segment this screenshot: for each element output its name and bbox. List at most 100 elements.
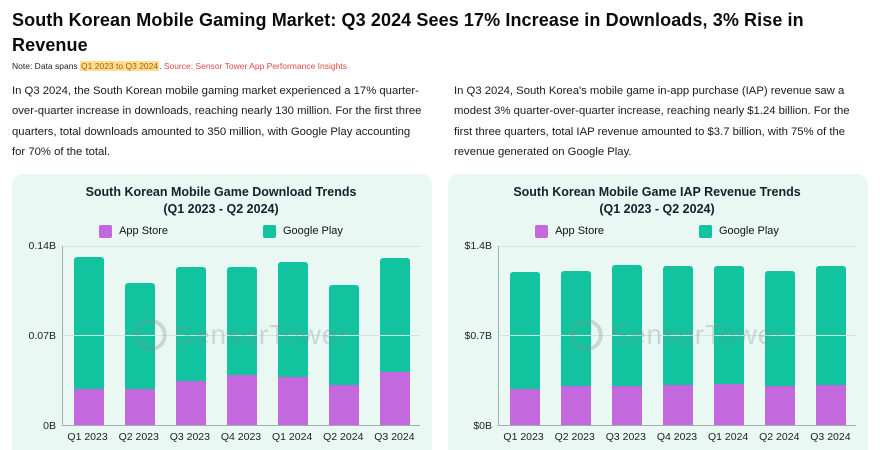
revenue-x-axis: Q1 2023 Q2 2023 Q3 2023 Q4 2023 Q1 2024 Q2 20… (498, 426, 856, 443)
note-separator: . (159, 61, 164, 72)
chart-title-line1: South Korean Mobile Game IAP Revenue Tre… (513, 184, 801, 199)
x-tick-label: Q4 2023 (656, 430, 698, 443)
bar-q3-2024 (805, 246, 856, 425)
y-tick: 0.07B (28, 329, 56, 342)
download-trends-card: South Korean Mobile Game Download Trends… (12, 173, 432, 450)
x-tick-label: Q2 2024 (323, 430, 364, 443)
revenue-trends-card: South Korean Mobile Game IAP Revenue Tre… (448, 173, 868, 450)
bar-q4-2023 (652, 246, 703, 425)
page-title: South Korean Mobile Gaming Market: Q3 20… (12, 10, 804, 56)
chart-title-line2: (Q1 2023 - Q2 2024) (599, 201, 715, 216)
bar-segment-google-play (764, 271, 795, 387)
bar-segment-app-store (611, 386, 642, 425)
download-plot-wrap: 0.14B 0.07B 0B SensorTower (22, 240, 420, 432)
bar-segment-app-store (175, 381, 206, 425)
legend-label: App Store (119, 225, 168, 237)
y-tick: 0B (43, 419, 56, 432)
bar-q3-2023 (165, 246, 216, 425)
bar-segment-app-store (226, 374, 257, 425)
legend-item-google-play: Google Play (262, 224, 343, 238)
revenue-chart-title: South Korean Mobile Game IAP Revenue Tre… (458, 184, 856, 218)
bar-q3-2024 (369, 246, 420, 425)
download-chart-title: South Korean Mobile Game Download Trends… (22, 184, 420, 218)
gridline (63, 335, 420, 336)
bar-q1-2023 (63, 246, 114, 425)
bar-segment-google-play (175, 267, 206, 381)
x-tick-label: Q2 2024 (759, 430, 800, 443)
revenue-trends-plot: SensorTower (498, 245, 856, 426)
bar-segment-google-play (277, 262, 308, 378)
bar-segment-google-play (509, 272, 540, 389)
bar-segment-google-play (815, 266, 846, 385)
bar-segment-app-store (328, 384, 359, 425)
bar-segment-google-play (379, 258, 410, 373)
y-tick: 0.14B (28, 239, 56, 252)
download-trends-plot: SensorTower (62, 245, 420, 426)
legend-item-app-store: App Store (535, 224, 604, 238)
x-tick-label: Q3 2024 (810, 430, 851, 443)
legend-item-google-play: Google Play (698, 224, 779, 238)
legend-label: App Store (555, 225, 604, 237)
downloads-paragraph: In Q3 2024, the South Korean mobile gami… (12, 85, 422, 158)
note-source: Source: Sensor Tower App Performance Ins… (163, 61, 347, 72)
gridline (499, 335, 856, 336)
google-play-swatch (698, 224, 712, 238)
bar-q4-2023 (216, 246, 267, 425)
chart-title-line2: (Q1 2023 - Q2 2024) (163, 201, 279, 216)
x-tick-label: Q3 2024 (374, 430, 415, 443)
legend-item-app-store: App Store (99, 224, 168, 238)
app-store-swatch (535, 224, 549, 238)
summary-paragraphs: In Q3 2024, the South Korean mobile gami… (12, 81, 868, 161)
bar-segment-app-store (560, 386, 591, 425)
legend-label: Google Play (718, 225, 779, 237)
bar-segment-app-store (73, 388, 104, 425)
x-tick-label: Q1 2023 (67, 430, 108, 443)
bar-q1-2023 (499, 246, 550, 425)
bar-segment-app-store (662, 384, 693, 425)
x-tick-label: Q1 2024 (271, 430, 313, 443)
x-tick-label: Q2 2023 (554, 430, 595, 443)
charts-row: South Korean Mobile Game Download Trends… (12, 173, 868, 450)
x-tick-label: Q1 2023 (503, 430, 544, 443)
bar-segment-google-play (226, 267, 257, 375)
bar-segment-app-store (815, 384, 846, 425)
x-tick-label: Q3 2023 (605, 430, 646, 443)
bar-segment-app-store (379, 372, 410, 425)
note-date-range: Q1 2023 to Q3 2024 (80, 61, 160, 72)
bar-q1-2024 (267, 246, 318, 425)
bar-q2-2024 (754, 246, 805, 425)
x-tick-label: Q1 2024 (707, 430, 749, 443)
x-tick-label: Q2 2023 (118, 430, 159, 443)
download-x-axis: Q1 2023 Q2 2023 Q3 2023 Q4 2023 Q1 2024 Q2 20… (62, 426, 420, 443)
gridline (63, 245, 420, 247)
bar-segment-google-play (611, 264, 642, 387)
bar-segment-google-play (560, 271, 591, 387)
google-play-swatch (262, 224, 276, 238)
bar-segment-google-play (713, 266, 744, 384)
revenue-y-axis: $1.4B $0.7B $0B (458, 240, 498, 432)
bar-segment-app-store (277, 377, 308, 425)
x-tick-label: Q3 2023 (169, 430, 210, 443)
bar-segment-app-store (764, 386, 795, 425)
bar-q2-2023 (550, 246, 601, 425)
download-chart-legend: App Store Google Play (22, 224, 420, 238)
x-tick-label: Q4 2023 (220, 430, 262, 443)
bar-segment-app-store (124, 388, 155, 425)
bar-segment-google-play (73, 257, 104, 389)
bar-segment-google-play (662, 266, 693, 385)
chart-title-line1: South Korean Mobile Game Download Trends (85, 184, 357, 199)
y-tick: $0.7B (464, 329, 492, 342)
legend-label: Google Play (282, 225, 343, 237)
app-store-swatch (99, 224, 113, 238)
revenue-chart-legend: App Store Google Play (458, 224, 856, 238)
revenue-paragraph: In Q3 2024, South Korea's mobile game in… (454, 85, 850, 158)
source-note: Note: Data spans Q1 2023 to Q3 2024. Sou… (12, 61, 868, 72)
download-y-axis: 0.14B 0.07B 0B (22, 240, 62, 432)
gridline (499, 245, 856, 247)
y-tick: $1.4B (464, 239, 492, 252)
y-tick: $0B (473, 419, 492, 432)
bar-segment-app-store (713, 383, 744, 425)
bar-q3-2023 (601, 246, 652, 425)
bar-q1-2024 (703, 246, 754, 425)
